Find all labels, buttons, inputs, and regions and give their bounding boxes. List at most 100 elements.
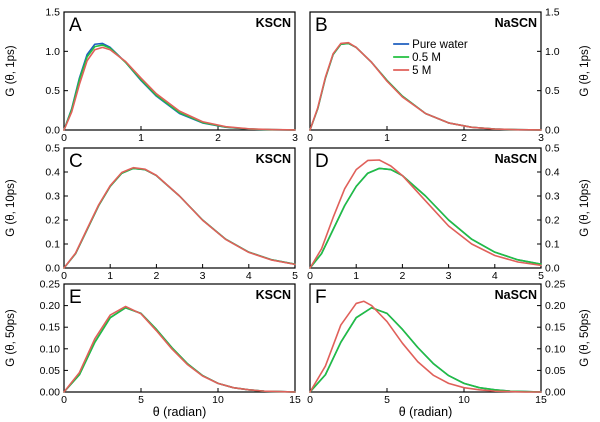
y-tick-label: 0.25 — [40, 279, 61, 291]
x-tick-label: 5 — [538, 270, 544, 282]
plot-frame — [63, 11, 296, 131]
plot-frame — [63, 283, 296, 393]
y-tick-label: 0.05 — [40, 365, 61, 377]
panel-letter: D — [315, 151, 329, 172]
x-tick-label: 2 — [461, 132, 467, 144]
panel-letter: B — [315, 15, 328, 36]
panel-e: 0.00 0.05 0.10 0.15 0.20 0.25 0 5 10 15 G (θ, 50ps… — [5, 279, 301, 420]
series-line-pure-water — [63, 306, 296, 393]
y-tick-label: 0.20 — [40, 300, 61, 312]
y-tick-label: 1.5 — [545, 7, 560, 19]
x-tick-label: 0 — [307, 132, 313, 144]
x-tick-label: 3 — [446, 270, 452, 282]
x-tick-label: 4 — [246, 270, 252, 282]
y-tick-label: 0.3 — [545, 191, 560, 203]
y-tick-label: 0.10 — [40, 343, 61, 355]
x-tick-label: 0 — [307, 394, 313, 406]
series-line-m05 — [63, 44, 296, 131]
y-tick-label: 0.0 — [45, 125, 60, 137]
x-axis-title: θ (radian) — [153, 405, 207, 419]
series-line-m5 — [309, 41, 542, 131]
y-tick-label: 0.5 — [45, 85, 60, 97]
y-tick-label: 0.15 — [545, 322, 566, 334]
series-line-m05 — [309, 167, 542, 269]
salt-label: NaSCN — [495, 16, 537, 30]
series-line-m05 — [309, 306, 542, 393]
legend-label: 0.5 M — [412, 52, 441, 64]
legend-label: Pure water — [412, 39, 468, 51]
y-tick-label: 0.5 — [545, 143, 560, 155]
series-line-m5 — [63, 305, 296, 393]
x-tick-label: 5 — [384, 394, 390, 406]
y-tick-label: 0.4 — [545, 167, 560, 179]
series-line-pure-water — [63, 42, 296, 131]
y-tick-label: 0.25 — [545, 279, 566, 291]
salt-label: KSCN — [256, 16, 291, 30]
y-tick-label: 0.15 — [40, 322, 61, 334]
series-line-m5 — [309, 159, 542, 269]
x-tick-label: 0 — [61, 270, 67, 282]
y-tick-label: 0.3 — [45, 191, 60, 203]
panel-b: 0.0 0.5 1.0 1.5 0 1 2 3 G (θ, 1ps) B NaSCN Pure wat… — [307, 7, 591, 145]
y-axis-title: G (θ, 50ps) — [5, 309, 17, 367]
x-tick-label: 5 — [138, 394, 144, 406]
x-tick-label: 1 — [353, 270, 359, 282]
salt-label: NaSCN — [495, 152, 537, 166]
x-tick-label: 2 — [153, 270, 159, 282]
y-tick-label: 0.4 — [45, 167, 60, 179]
y-tick-label: 0.0 — [545, 125, 560, 137]
panel-letter: F — [315, 287, 327, 308]
y-tick-label: 1.5 — [45, 7, 60, 19]
x-tick-label: 1 — [138, 132, 144, 144]
y-tick-label: 0.00 — [40, 387, 61, 399]
y-tick-label: 0.0 — [545, 263, 560, 275]
x-tick-label: 5 — [292, 270, 298, 282]
y-tick-label: 0.2 — [545, 215, 560, 227]
plot-frame — [309, 147, 542, 269]
panel-letter: E — [69, 287, 82, 308]
y-tick-label: 0.5 — [45, 143, 60, 155]
y-axis-title: G (θ, 50ps) — [579, 309, 591, 367]
series-line-m05 — [63, 167, 296, 269]
salt-label: KSCN — [256, 288, 291, 302]
x-tick-label: 15 — [535, 394, 547, 406]
x-tick-label: 4 — [492, 270, 498, 282]
panel-letter: A — [69, 15, 82, 36]
panel-f: 0.00 0.05 0.10 0.15 0.20 0.25 0 5 10 15 G (θ, 50ps… — [307, 279, 591, 420]
x-tick-label: 10 — [458, 394, 470, 406]
x-tick-label: 2 — [399, 270, 405, 282]
y-tick-label: 0.0 — [45, 263, 60, 275]
plot-frame — [309, 283, 542, 393]
y-tick-label: 0.05 — [545, 365, 566, 377]
x-tick-label: 10 — [212, 394, 224, 406]
x-tick-label: 3 — [292, 132, 298, 144]
series-line-pure-water — [63, 167, 296, 269]
x-tick-label: 15 — [289, 394, 301, 406]
x-axis-title: θ (radian) — [399, 405, 453, 419]
y-tick-label: 0.20 — [545, 300, 566, 312]
y-tick-label: 0.5 — [545, 85, 560, 97]
y-axis-title: G (θ, 1ps) — [5, 45, 17, 96]
y-axis-title: G (θ, 10ps) — [579, 179, 591, 237]
series-line-m5 — [63, 46, 296, 131]
panel-a: 0.0 0.5 1.0 1.5 0 1 2 3 G (θ, 1ps) A KSCN — [5, 7, 298, 145]
x-tick-label: 0 — [61, 132, 67, 144]
legend-label: 5 M — [412, 65, 431, 77]
x-tick-label: 3 — [538, 132, 544, 144]
y-axis-title: G (θ, 1ps) — [579, 45, 591, 96]
x-tick-label: 1 — [384, 132, 390, 144]
series-line-m5 — [63, 166, 296, 269]
salt-label: NaSCN — [495, 288, 537, 302]
y-axis-title: G (θ, 10ps) — [5, 179, 17, 237]
y-tick-label: 0.10 — [545, 343, 566, 355]
plot-frame — [63, 147, 296, 269]
salt-label: KSCN — [256, 152, 291, 166]
x-tick-label: 3 — [200, 270, 206, 282]
series-line-pure-water — [309, 167, 542, 269]
series-line-m5 — [309, 300, 542, 393]
x-tick-label: 0 — [61, 394, 67, 406]
panel-c: 0.0 0.1 0.2 0.3 0.4 0.5 0 1 2 3 4 5 G (θ, 10ps) C KSCN — [5, 143, 298, 283]
y-tick-label: 0.1 — [545, 239, 560, 251]
